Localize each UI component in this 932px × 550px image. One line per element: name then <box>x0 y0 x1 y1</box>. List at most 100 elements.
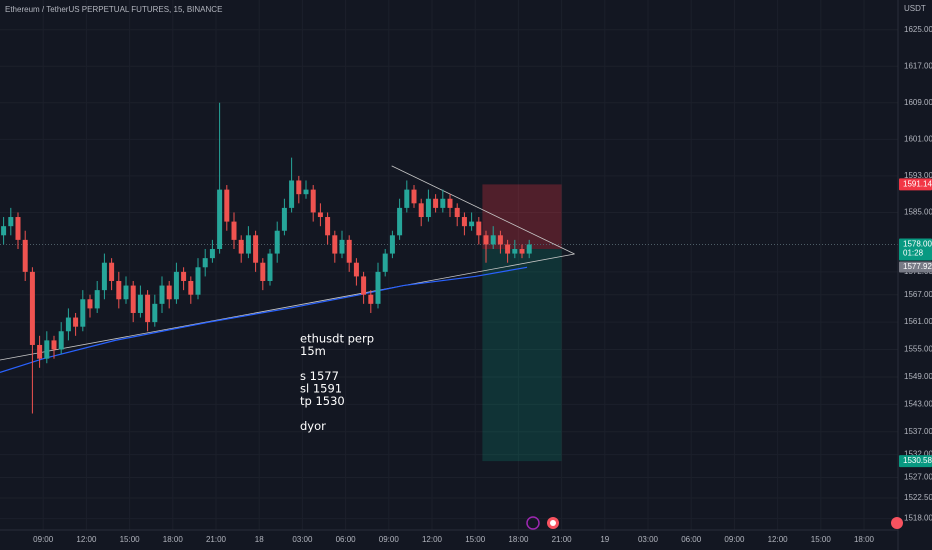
candle-body <box>202 258 208 268</box>
x-tick-label: 12:00 <box>76 535 97 544</box>
chart-title: Ethereum / TetherUS PERPETUAL FUTURES, 1… <box>5 5 222 14</box>
candle-body <box>152 303 158 323</box>
annotation-text: s 1577 <box>300 369 339 383</box>
candle-body <box>73 317 79 327</box>
candle-body <box>37 344 43 359</box>
candle-body <box>332 235 338 254</box>
candle-body <box>339 239 345 254</box>
candle-body <box>130 285 136 313</box>
y-tick-label: 1585.00 <box>904 208 932 217</box>
x-tick-label: 18:00 <box>508 535 529 544</box>
candle-body <box>325 217 331 236</box>
candle-body <box>94 290 100 309</box>
y-tick-label: 1518.00 <box>904 514 932 523</box>
x-tick-label: 06:00 <box>336 535 357 544</box>
annotation-text: dyor <box>300 419 326 433</box>
last-price-label: 1578.00 <box>903 240 932 249</box>
candle-body <box>526 244 532 254</box>
x-tick-label: 18:00 <box>854 535 875 544</box>
candle-body <box>310 189 316 213</box>
target-zone <box>482 249 562 462</box>
x-tick-label: 09:00 <box>33 535 54 544</box>
moving-average <box>0 266 528 373</box>
price-tag-label: 1591.14 <box>903 180 932 189</box>
candle-body <box>411 189 417 204</box>
candle-body <box>289 180 295 208</box>
candle-body <box>447 198 453 208</box>
candle-body <box>433 198 439 208</box>
candle-body <box>8 217 14 227</box>
trendline <box>0 253 575 361</box>
last-price-tag <box>899 238 932 261</box>
x-tick-label: 18:00 <box>163 535 184 544</box>
y-tick-label: 1617.00 <box>904 61 932 70</box>
candle-body <box>51 340 57 350</box>
candle-body <box>296 180 302 195</box>
candle-body <box>274 230 280 254</box>
candle-body <box>188 280 194 295</box>
candle-body <box>497 235 503 245</box>
y-tick-label: 1555.00 <box>904 345 932 354</box>
candle-body <box>418 203 424 218</box>
candle-body <box>440 198 446 208</box>
event-icon[interactable] <box>891 517 903 529</box>
price-tag <box>899 178 932 191</box>
candle-body <box>483 235 489 245</box>
y-tick-label: 1549.00 <box>904 372 932 381</box>
candle-body <box>281 207 287 231</box>
candle-body <box>195 267 201 295</box>
event-icons <box>526 516 903 530</box>
candle-body <box>29 271 35 345</box>
candle-body <box>231 221 237 240</box>
axes: 1518.00 1522.50 1527.00 1532.00 1537.00 1543.… <box>33 25 932 544</box>
x-tick-label: 21:00 <box>206 535 227 544</box>
candle-body <box>353 262 359 277</box>
candle-body <box>217 189 223 250</box>
x-tick-label: 12:00 <box>768 535 789 544</box>
candle-body <box>253 235 259 263</box>
candle-body <box>368 294 374 304</box>
candle-body <box>1 226 7 236</box>
x-tick-label: 15:00 <box>811 535 832 544</box>
bid-price-tag <box>899 261 932 273</box>
candle-body <box>123 285 129 300</box>
candle-body <box>404 189 410 208</box>
y-tick-label: 1532.00 <box>904 450 932 459</box>
countdown-label: 01:28 <box>903 249 924 258</box>
x-tick-label: 03:00 <box>292 535 313 544</box>
candle-body <box>454 207 460 218</box>
candle-body <box>159 285 165 304</box>
candle-body <box>173 271 179 300</box>
x-tick-label: 03:00 <box>638 535 659 544</box>
candle-body <box>461 217 467 227</box>
event-icon[interactable] <box>526 516 540 530</box>
y-tick-label: 1609.00 <box>904 98 932 107</box>
x-tick-label: 12:00 <box>422 535 443 544</box>
candle-body <box>15 217 21 240</box>
x-tick-label: 21:00 <box>552 535 573 544</box>
y-tick-label: 1561.00 <box>904 317 932 326</box>
candle-body <box>58 331 64 350</box>
candle-body <box>80 299 86 327</box>
grid <box>0 0 898 530</box>
annotation-text: sl 1591 <box>300 382 342 396</box>
candle-body <box>238 239 244 254</box>
trendline <box>391 165 575 255</box>
y-tick-label: 1537.00 <box>904 427 932 436</box>
candle-body <box>317 212 323 218</box>
event-icon[interactable] <box>550 520 556 526</box>
candle-body <box>109 262 115 281</box>
candle-body <box>181 271 187 281</box>
candle-body <box>490 235 496 245</box>
annotation-text: ethusdt perp <box>300 332 374 346</box>
candle-body <box>267 253 273 281</box>
candle-body <box>87 299 93 309</box>
y-tick-label: 1625.00 <box>904 25 932 34</box>
candle-body <box>389 235 395 254</box>
candle-body <box>116 280 122 300</box>
x-tick-label: 09:00 <box>724 535 745 544</box>
candle-body <box>512 249 518 254</box>
y-tick-label: 1601.00 <box>904 134 932 143</box>
